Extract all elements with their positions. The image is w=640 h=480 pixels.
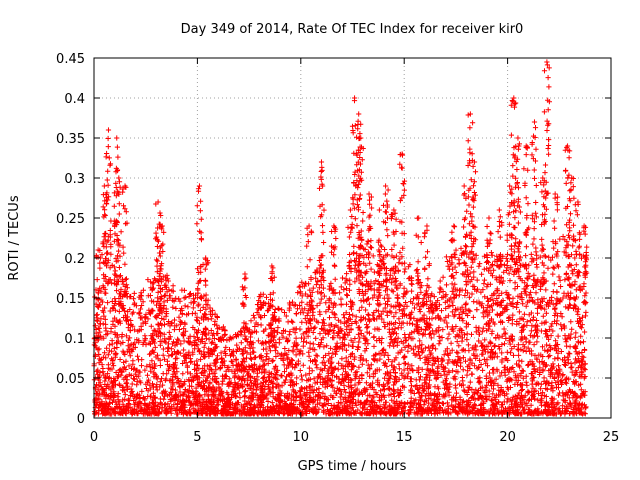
y-tick-label: 0.2 [64, 252, 85, 267]
spike-point [196, 183, 203, 189]
spike-point [540, 175, 546, 181]
spike-point [467, 111, 473, 117]
y-tick-label: 0 [77, 412, 85, 427]
y-axis-label: ROTI / TECUs [7, 195, 22, 280]
spike-point [331, 223, 337, 229]
spike-point [451, 223, 457, 229]
spike-point [523, 143, 529, 149]
spike-point [105, 127, 112, 133]
chart-title: Day 349 of 2014, Rate Of TEC Index for r… [181, 22, 524, 37]
y-tick-label: 0.4 [64, 92, 85, 107]
spike-point [347, 207, 354, 213]
spike-point [306, 223, 312, 229]
spike-point [531, 119, 538, 125]
x-axis-label: GPS time / hours [298, 459, 407, 474]
spike-point [351, 95, 358, 101]
spike-point [544, 59, 550, 65]
spike-point [376, 207, 382, 213]
spike-point [424, 223, 430, 229]
spike-point [122, 183, 128, 189]
x-tick-labels: 0 5 10 15 20 25 [90, 430, 619, 445]
spike-point [203, 255, 209, 261]
spike-point [461, 183, 467, 189]
y-tick-label: 0.05 [56, 372, 85, 387]
spike-point [515, 135, 521, 141]
y-tick-label: 0.1 [64, 332, 85, 347]
spike-point [242, 271, 248, 277]
y-tick-label: 0.15 [56, 292, 85, 307]
x-tick-label: 0 [90, 430, 98, 445]
spike-point [356, 111, 362, 117]
spike-point [391, 207, 397, 213]
spike-point [382, 183, 389, 189]
spike-point [564, 143, 571, 149]
spike-point [95, 247, 101, 253]
x-tick-label: 10 [293, 430, 310, 445]
plot-frame [93, 57, 612, 419]
y-tick-label: 0.45 [56, 52, 85, 67]
spike-point [471, 159, 478, 165]
spike-point [159, 223, 165, 229]
spike-point [507, 183, 513, 189]
point-cloud [91, 62, 590, 417]
spike-point [496, 207, 502, 213]
spike-point [511, 95, 517, 101]
spike-point [569, 175, 575, 181]
y-tick-label: 0.3 [64, 172, 85, 187]
spike-point [575, 199, 581, 205]
y-tick-labels: 0 0.05 0.1 0.15 0.2 0.25 0.3 0.35 0.4 0.45 [56, 52, 85, 427]
spike-point [366, 191, 372, 197]
spike-point [116, 175, 122, 181]
x-tick-label: 20 [499, 430, 516, 445]
spike-point [101, 183, 107, 189]
spike-point [552, 191, 558, 197]
spike-point [358, 135, 364, 141]
x-tick-label: 25 [603, 430, 620, 445]
axis-ticks [93, 57, 612, 419]
data-points [91, 59, 590, 417]
spike-point [399, 151, 405, 157]
spike-point [269, 263, 275, 269]
spike-point [318, 159, 325, 165]
x-tick-label: 5 [193, 430, 201, 445]
spike-point [416, 215, 422, 221]
spike-point [155, 199, 161, 205]
spike-point [114, 135, 120, 141]
y-tick-label: 0.25 [56, 212, 85, 227]
spike-point [486, 215, 492, 221]
spike-point [581, 223, 587, 229]
x-tick-label: 15 [396, 430, 413, 445]
y-tick-label: 0.35 [56, 132, 85, 147]
